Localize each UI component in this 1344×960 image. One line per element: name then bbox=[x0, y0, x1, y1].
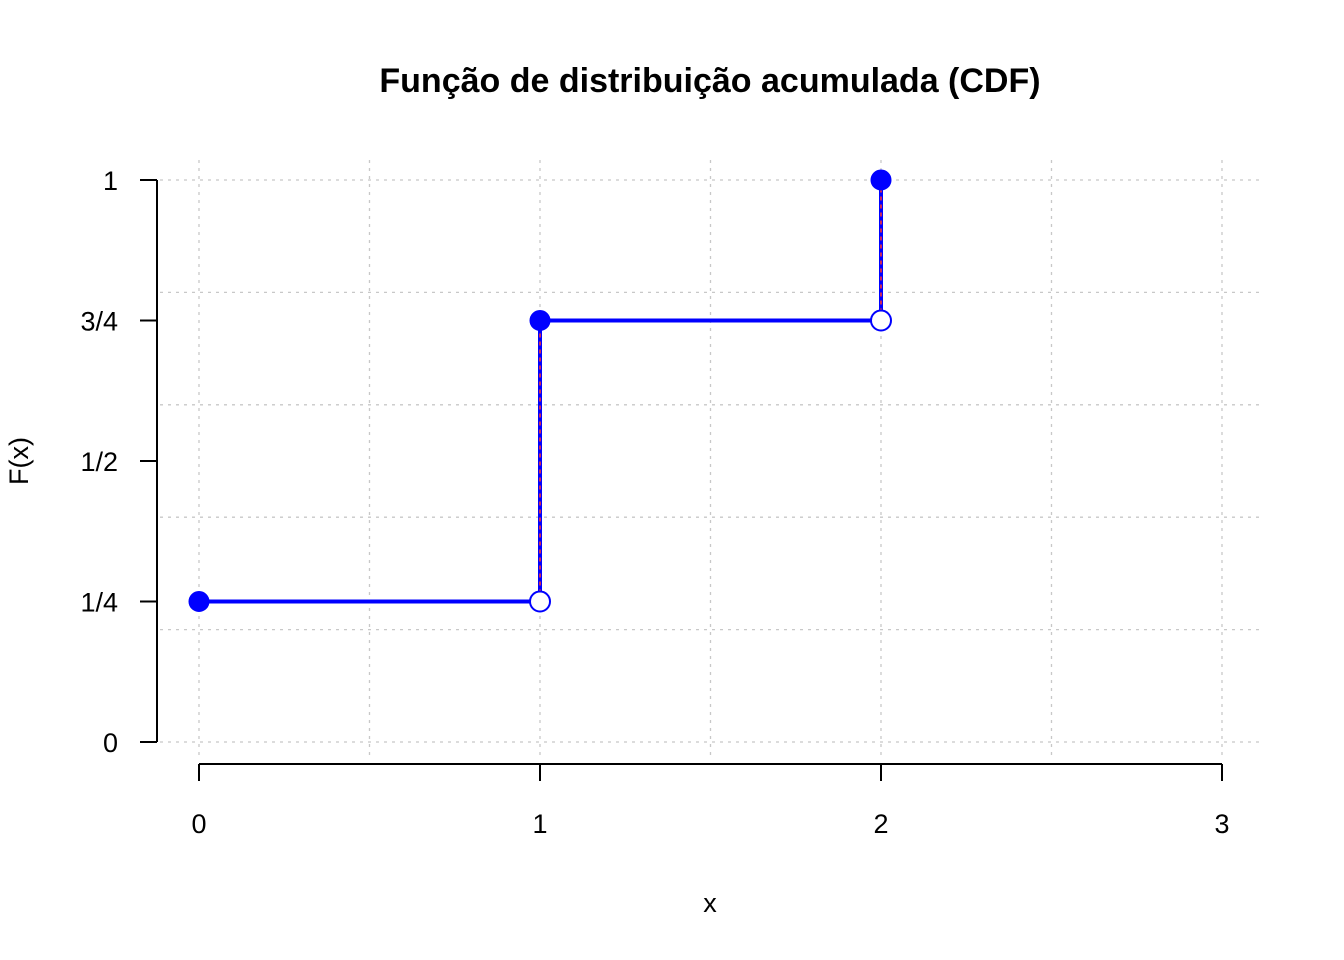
x-tick-label: 2 bbox=[873, 809, 888, 839]
y-tick-label: 1 bbox=[103, 166, 118, 196]
y-tick-label: 1/4 bbox=[80, 588, 118, 618]
x-axis-label: x bbox=[703, 888, 717, 918]
open-point bbox=[870, 309, 892, 332]
cdf-series bbox=[188, 169, 892, 613]
open-point bbox=[529, 590, 551, 613]
y-axis-label: F(x) bbox=[4, 437, 34, 485]
grid bbox=[160, 160, 1260, 760]
closed-point bbox=[870, 169, 892, 191]
x-tick-label: 3 bbox=[1214, 809, 1229, 839]
x-tick-label: 1 bbox=[532, 809, 547, 839]
y-tick-label: 1/2 bbox=[80, 447, 118, 477]
y-tick-label: 3/4 bbox=[80, 307, 118, 337]
chart-title: Função de distribuição acumulada (CDF) bbox=[379, 62, 1040, 100]
closed-point bbox=[188, 591, 210, 612]
y-tick-label: 0 bbox=[103, 728, 118, 758]
closed-point bbox=[529, 310, 551, 331]
axes: 0 1/4 1/2 3/4 1 0 1 2 3 bbox=[80, 166, 1229, 839]
x-tick-label: 0 bbox=[191, 809, 206, 839]
